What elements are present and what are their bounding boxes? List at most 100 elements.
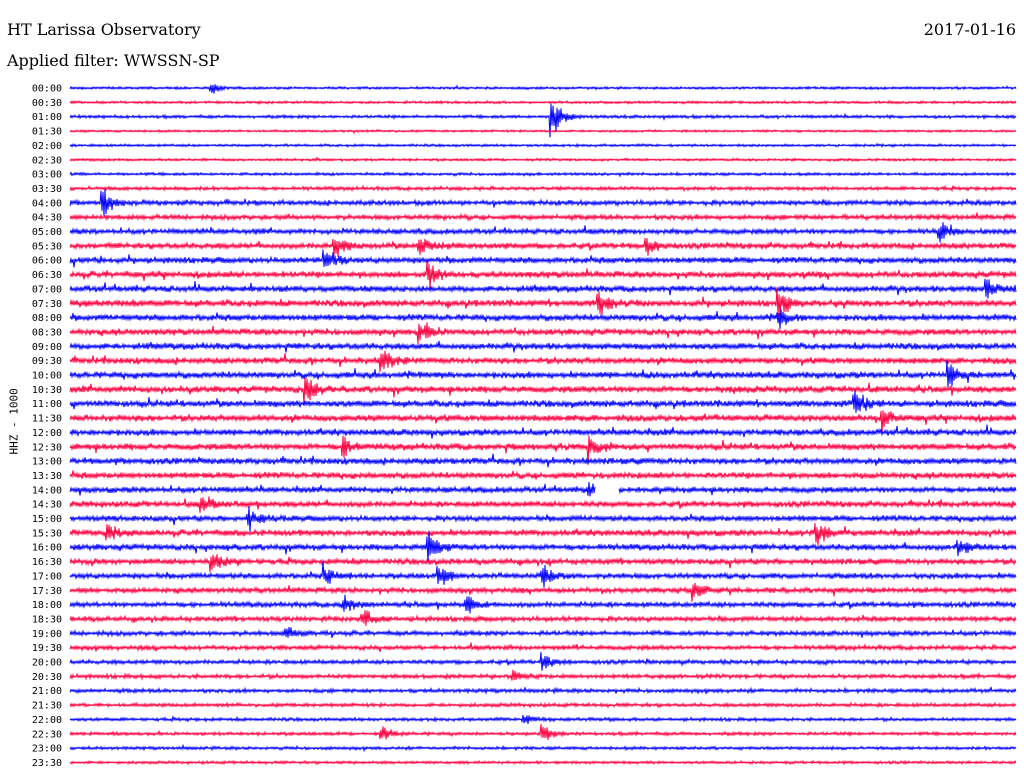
row-label: 18:00 [32, 600, 62, 611]
trace-line [69, 723, 1017, 741]
row-label: 07:30 [32, 299, 62, 310]
date-label: 2017-01-16 [923, 20, 1016, 39]
trace-line [69, 743, 1017, 753]
trace-line [69, 651, 1017, 671]
trace-line [69, 128, 1017, 135]
trace-line [69, 759, 1017, 766]
row-label: 03:30 [32, 184, 62, 195]
trace-line [69, 103, 1017, 138]
trace-line [69, 261, 1017, 290]
trace-line [69, 610, 1017, 626]
row-label: 02:30 [32, 155, 62, 166]
row-label: 12:00 [32, 428, 62, 439]
row-label: 08:00 [32, 313, 62, 324]
trace-line [69, 714, 1017, 725]
trace-line [69, 627, 1017, 638]
trace-line [69, 701, 1017, 709]
row-label: 09:30 [32, 356, 62, 367]
row-label: 00:00 [32, 84, 62, 95]
trace-line [69, 350, 1017, 373]
trace-line [69, 286, 1017, 318]
trace-line [69, 435, 1017, 465]
row-label: 11:30 [32, 414, 62, 425]
row-label: 06:00 [32, 256, 62, 267]
trace-line [69, 531, 1017, 565]
seismogram-traces [69, 84, 1017, 766]
row-label: 10:00 [32, 371, 62, 382]
trace-line [69, 99, 1017, 106]
trace-line [69, 184, 1017, 193]
filter-label: Applied filter: WWSSN-SP [7, 51, 220, 70]
row-label: 13:00 [32, 457, 62, 468]
row-label: 02:00 [32, 141, 62, 152]
trace-line [69, 249, 1017, 268]
trace-line [69, 424, 1017, 439]
trace-line [69, 481, 1017, 497]
row-label: 20:00 [32, 658, 62, 669]
trace-line [69, 554, 1017, 573]
row-label: 23:00 [32, 744, 62, 755]
row-label: 01:30 [32, 127, 62, 138]
row-label: 05:30 [32, 241, 62, 252]
row-label: 14:30 [32, 500, 62, 511]
trace-line [69, 142, 1017, 149]
trace-line [69, 212, 1017, 222]
row-label: 05:00 [32, 227, 62, 238]
row-label: 00:30 [32, 98, 62, 109]
row-label: 21:00 [32, 686, 62, 697]
row-label: 19:00 [32, 629, 62, 640]
trace-line [69, 453, 1017, 468]
trace-line [69, 222, 1017, 243]
trace-line [69, 377, 1017, 405]
trace-line [69, 278, 1017, 299]
row-label: 01:00 [32, 112, 62, 123]
trace-line [69, 360, 1017, 388]
row-label: 07:00 [32, 284, 62, 295]
row-label: 09:00 [32, 342, 62, 353]
row-label: 04:00 [32, 198, 62, 209]
row-label: 23:30 [32, 758, 62, 769]
trace-line [69, 686, 1017, 695]
trace-line [69, 171, 1017, 178]
trace-line [69, 582, 1017, 602]
trace-line [69, 470, 1017, 481]
row-label: 17:30 [32, 586, 62, 597]
row-label: 19:30 [32, 643, 62, 654]
row-label: 04:30 [32, 213, 62, 224]
trace-line [69, 669, 1017, 681]
trace-line [69, 340, 1017, 353]
row-label: 15:00 [32, 514, 62, 525]
row-label: 12:30 [32, 442, 62, 453]
row-label: 03:00 [32, 170, 62, 181]
row-label: 20:30 [32, 672, 62, 683]
row-label: 06:30 [32, 270, 62, 281]
row-label: 16:00 [32, 543, 62, 554]
row-label: 13:30 [32, 471, 62, 482]
trace-line [69, 506, 1017, 532]
trace-line [69, 594, 1017, 614]
row-labels: 00:00 00:30 01:00 01:30 02:00 02:30 03:00 03:30… [32, 84, 62, 769]
row-label: 22:00 [32, 715, 62, 726]
trace-line [69, 523, 1017, 546]
trace-line [69, 561, 1017, 588]
trace-line [69, 496, 1017, 513]
trace-line [69, 309, 1017, 329]
trace-line [69, 410, 1017, 435]
row-label: 11:00 [32, 399, 62, 410]
trace-line [69, 390, 1017, 413]
row-label: 08:30 [32, 327, 62, 338]
row-label: 17:00 [32, 571, 62, 582]
trace-line [69, 237, 1017, 258]
row-label: 21:30 [32, 701, 62, 712]
trace-line [69, 84, 1017, 94]
row-label: 15:30 [32, 528, 62, 539]
trace-line [69, 189, 1017, 216]
row-label: 16:30 [32, 557, 62, 568]
row-label: 14:00 [32, 485, 62, 496]
station-title: HT Larissa Observatory [7, 20, 201, 39]
row-label: 10:30 [32, 385, 62, 396]
trace-line [69, 322, 1017, 345]
trace-line [69, 642, 1017, 652]
row-label: 22:30 [32, 729, 62, 740]
